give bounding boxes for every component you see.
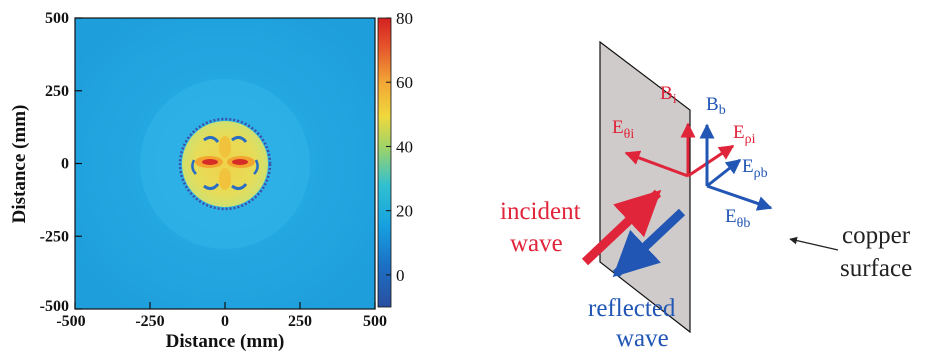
- e-theta-b-vector: [706, 184, 773, 211]
- colorbar-tick-label: 20: [396, 202, 413, 221]
- heatmap-crescent: [203, 135, 220, 143]
- heatmap-crescent: [231, 183, 248, 191]
- label-e-theta-b: Eθb: [725, 206, 750, 231]
- heatmap-hotspot: [202, 159, 218, 165]
- label-b-b: Bb: [706, 94, 726, 118]
- wave-diagram: Bi Eθi Bb Eρi Eρb Eθb incident wave refl…: [500, 40, 912, 352]
- label-e-rho-i: Eρi: [733, 122, 756, 147]
- heatmap-disc: [182, 121, 268, 207]
- x-tick-label: -250: [135, 313, 164, 330]
- surface-pointer-arrow: [789, 236, 839, 251]
- incident-wave-arrow: [581, 189, 662, 266]
- e-theta-i-vector: [624, 150, 689, 178]
- copper-surface-label-2: surface: [840, 255, 912, 282]
- incident-wave-label-2: wave: [510, 230, 563, 257]
- y-axis: 500 250 0 -250 -500: [40, 10, 82, 315]
- colorbar-ticks: 80 60 40 20 0: [386, 9, 413, 285]
- x-axis: -500 -250 0 250 500: [56, 302, 387, 330]
- colorbar-tick-label: 0: [396, 266, 405, 285]
- colorbar: 80 60 40 20 0: [377, 9, 413, 308]
- incident-wave-label: incident: [500, 198, 581, 225]
- x-tick-label: 500: [363, 313, 387, 330]
- heatmap-crescent: [253, 159, 259, 175]
- y-tick-label: 250: [45, 83, 69, 100]
- colorbar-tick-label: 80: [396, 9, 413, 28]
- y-tick-label: -500: [40, 298, 69, 315]
- heatmap-crescent: [203, 183, 220, 191]
- copper-surface-label: copper: [842, 222, 911, 249]
- label-b-i: Bi: [660, 83, 677, 107]
- colorbar-tick-label: 60: [396, 73, 413, 92]
- e-rho-b-vector: [706, 158, 742, 188]
- reflected-wave-label-2: wave: [616, 325, 669, 352]
- x-axis-title: Distance (mm): [166, 331, 285, 352]
- copper-surface-plane: [599, 40, 691, 334]
- e-rho-i-vector: [687, 144, 735, 178]
- reflected-wave-label: reflected: [588, 295, 676, 322]
- y-axis-title: Distance (mm): [9, 105, 30, 224]
- heatmap-crescent: [191, 159, 197, 175]
- heatmap-crescent: [231, 135, 248, 143]
- heatmap-panel: -500 -250 0 250 500 500 250 0 -250 -500 Distance…: [9, 10, 387, 352]
- heatmap-hotspot: [232, 159, 248, 165]
- colorbar-frame: [377, 17, 392, 308]
- colorbar-tick-label: 40: [396, 137, 413, 156]
- reflected-wave-arrow: [612, 208, 686, 278]
- heatmap-hotspot: [219, 136, 231, 158]
- heatmap-hotspot: [219, 168, 231, 190]
- x-tick-label: -500: [56, 313, 85, 330]
- heatmap-disc-edge: [178, 117, 272, 211]
- x-tick-label: 250: [288, 313, 312, 330]
- colorbar-gradient: [378, 18, 391, 307]
- y-tick-label: 0: [61, 156, 69, 173]
- label-e-theta-i: Eθi: [612, 117, 634, 142]
- y-tick-label: 500: [45, 10, 69, 27]
- y-tick-label: -250: [40, 228, 69, 245]
- label-e-rho-b: Eρb: [742, 156, 768, 181]
- x-tick-label: 0: [221, 313, 229, 330]
